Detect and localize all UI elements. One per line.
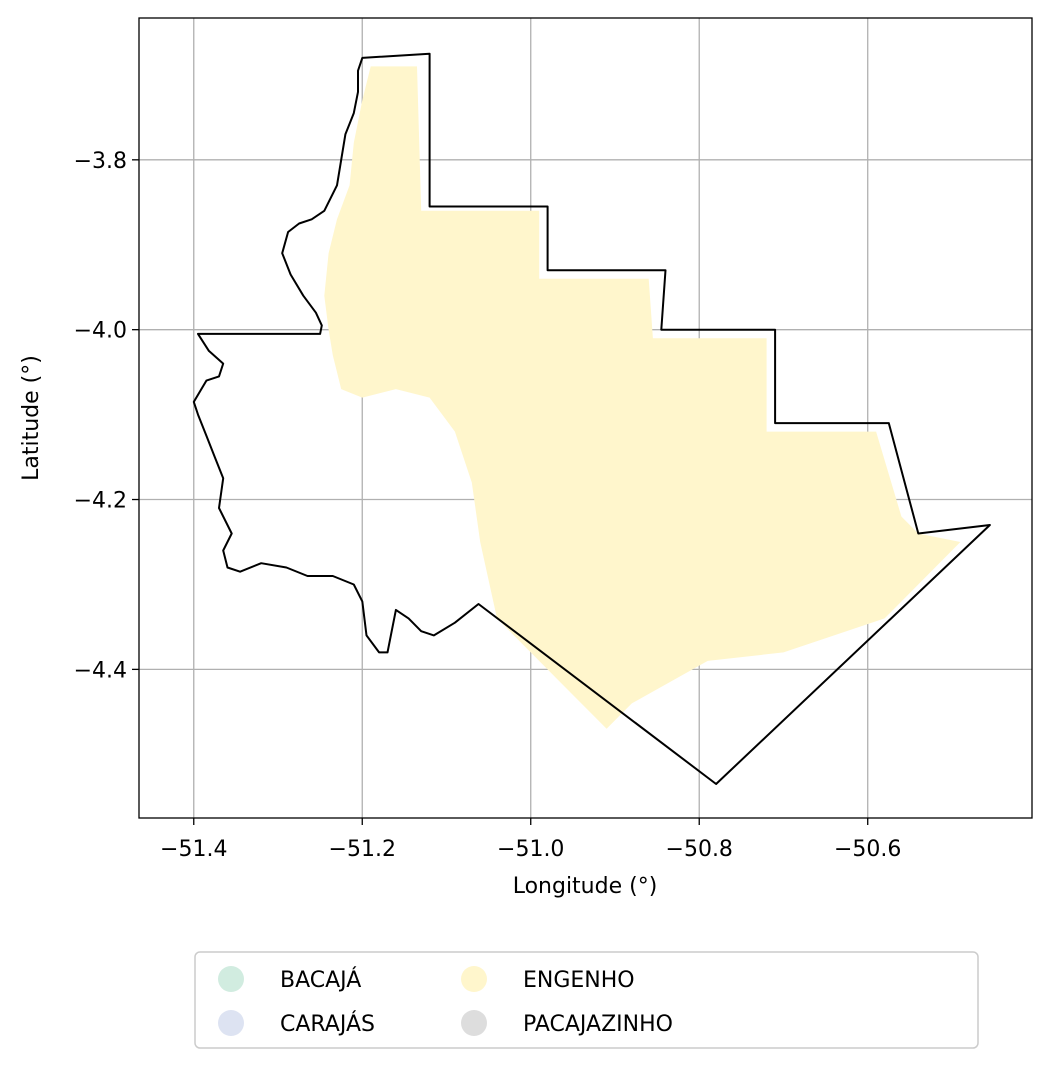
boundary-layer	[192, 52, 991, 785]
x-tick-label: −51.4	[160, 837, 227, 862]
y-tick-label: −4.2	[74, 489, 127, 514]
legend-marker	[461, 966, 487, 992]
y-tick-label: −3.8	[74, 149, 127, 174]
x-tick-label: −51.2	[329, 837, 396, 862]
x-tick-label: −50.8	[666, 837, 733, 862]
legend-label: BACAJÁ	[280, 967, 361, 993]
legend: BACAJÁ CARAJÁS ENGENHO PACAJAZINHO	[194, 951, 979, 1049]
y-axis-ticks: −3.8 −4.0 −4.2 −4.4	[74, 149, 139, 683]
legend-frame	[194, 951, 979, 1049]
x-axis-label: Longitude (°)	[513, 874, 658, 899]
legend-label: PACAJAZINHO	[523, 1012, 673, 1037]
class-area-engenho	[324, 66, 961, 729]
y-tick-label: −4.4	[74, 658, 127, 683]
legend-label: CARAJÁS	[280, 1011, 375, 1037]
legend-marker	[218, 1010, 244, 1036]
x-tick-label: −51.0	[497, 837, 564, 862]
region-boundary	[192, 52, 991, 785]
legend-label: ENGENHO	[523, 968, 635, 993]
legend-marker	[461, 1010, 487, 1036]
y-axis-label: Latitude (°)	[19, 355, 44, 481]
legend-marker	[218, 966, 244, 992]
y-tick-label: −4.0	[74, 319, 127, 344]
class-fill-layer	[324, 66, 961, 729]
x-tick-label: −50.6	[834, 837, 901, 862]
plot-frame	[138, 17, 1033, 819]
x-axis-ticks: −51.4 −51.2 −51.0 −50.8 −50.6	[160, 818, 901, 862]
